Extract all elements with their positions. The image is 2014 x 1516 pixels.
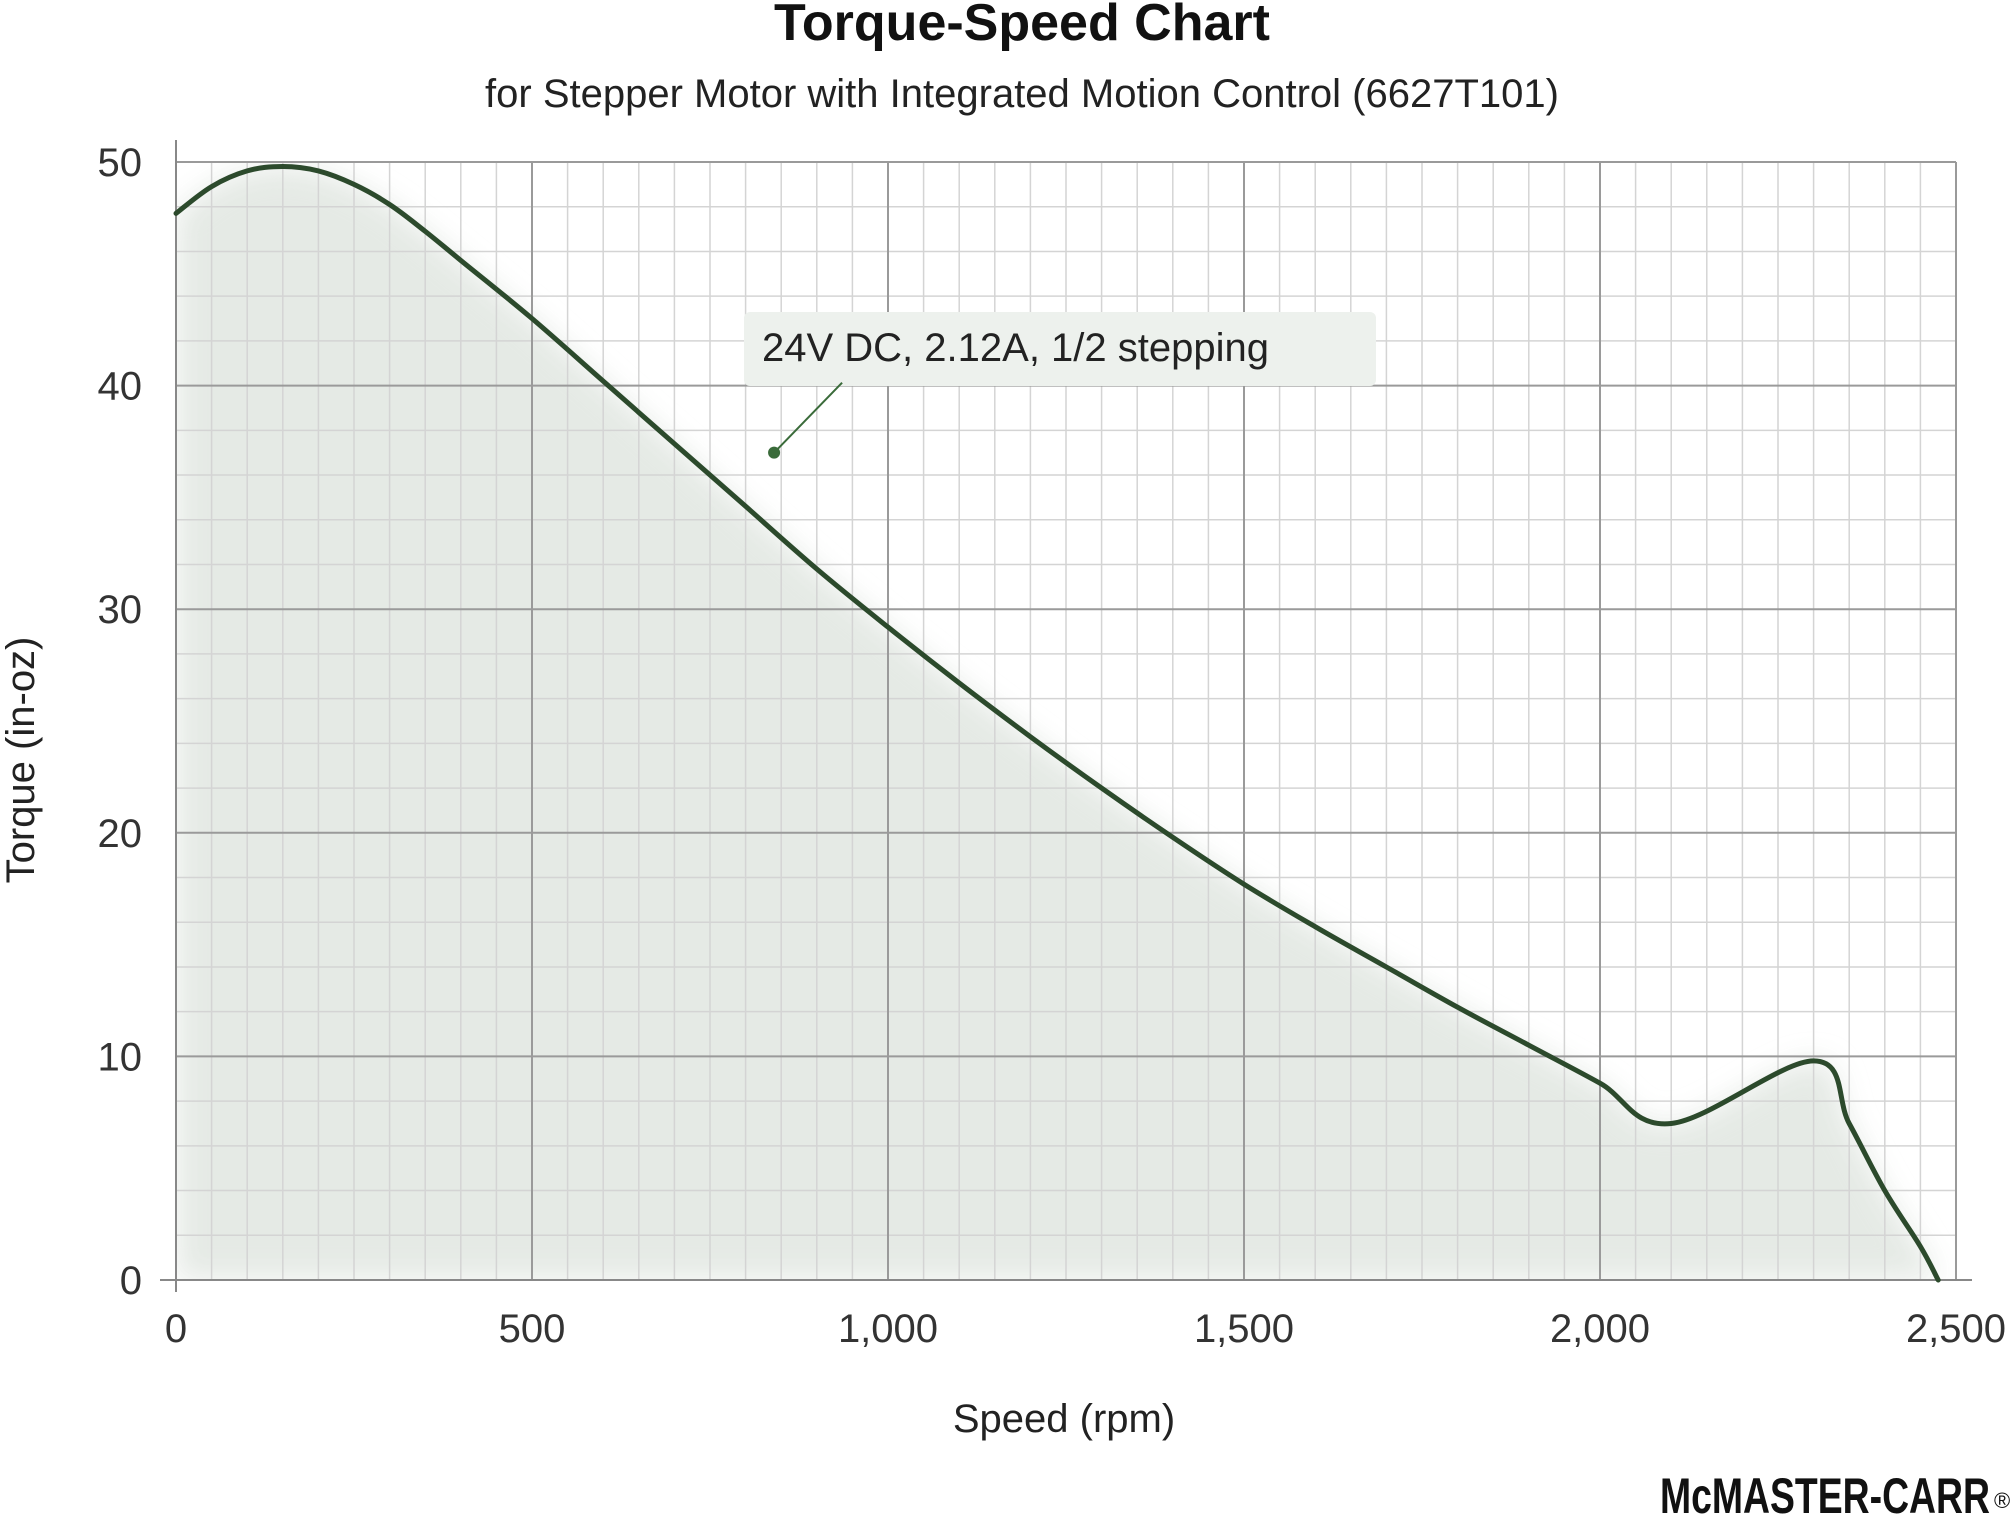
y-tick-label: 50 <box>98 141 143 185</box>
area-fill-layer <box>176 166 1939 1280</box>
x-tick-label: 500 <box>499 1307 566 1351</box>
area-fill <box>176 166 1939 1280</box>
y-tick-label: 20 <box>98 812 143 856</box>
brand-registered-mark: ® <box>1994 1488 2010 1513</box>
series-annotation: 24V DC, 2.12A, 1/2 stepping <box>744 312 1376 459</box>
y-tick-labels: 0 10 20 30 40 50 <box>98 141 143 1303</box>
y-tick-label: 10 <box>98 1035 143 1079</box>
x-tick-label: 2,500 <box>1906 1307 2006 1351</box>
series-line-torque <box>173 164 1941 1283</box>
y-axis-title: Torque (in-oz) <box>0 637 43 884</box>
annotation-box <box>744 312 1376 386</box>
annotation-label: 24V DC, 2.12A, 1/2 stepping <box>762 326 1269 370</box>
x-tick-label: 0 <box>165 1307 187 1351</box>
annotation-leader-line <box>773 381 843 454</box>
chart-subtitle: for Stepper Motor with Integrated Motion… <box>485 72 1559 116</box>
y-tick-label: 30 <box>98 588 143 632</box>
y-tick-label: 0 <box>120 1259 142 1303</box>
x-tick-label: 2,000 <box>1550 1307 1650 1351</box>
x-tick-label: 1,500 <box>1194 1307 1294 1351</box>
y-tick-label: 40 <box>98 365 143 409</box>
chart-title: Torque-Speed Chart <box>774 0 1270 52</box>
x-tick-labels: 0 500 1,000 1,500 2,000 2,500 <box>165 1307 2006 1351</box>
x-axis-title: Speed (rpm) <box>953 1397 1175 1441</box>
x-tick-label: 1,000 <box>838 1307 938 1351</box>
annotation-marker-dot <box>768 446 781 459</box>
brand-logo: McMASTER-CARR ® <box>1660 1468 2010 1516</box>
brand-logo-text: McMASTER-CARR <box>1660 1468 1990 1516</box>
